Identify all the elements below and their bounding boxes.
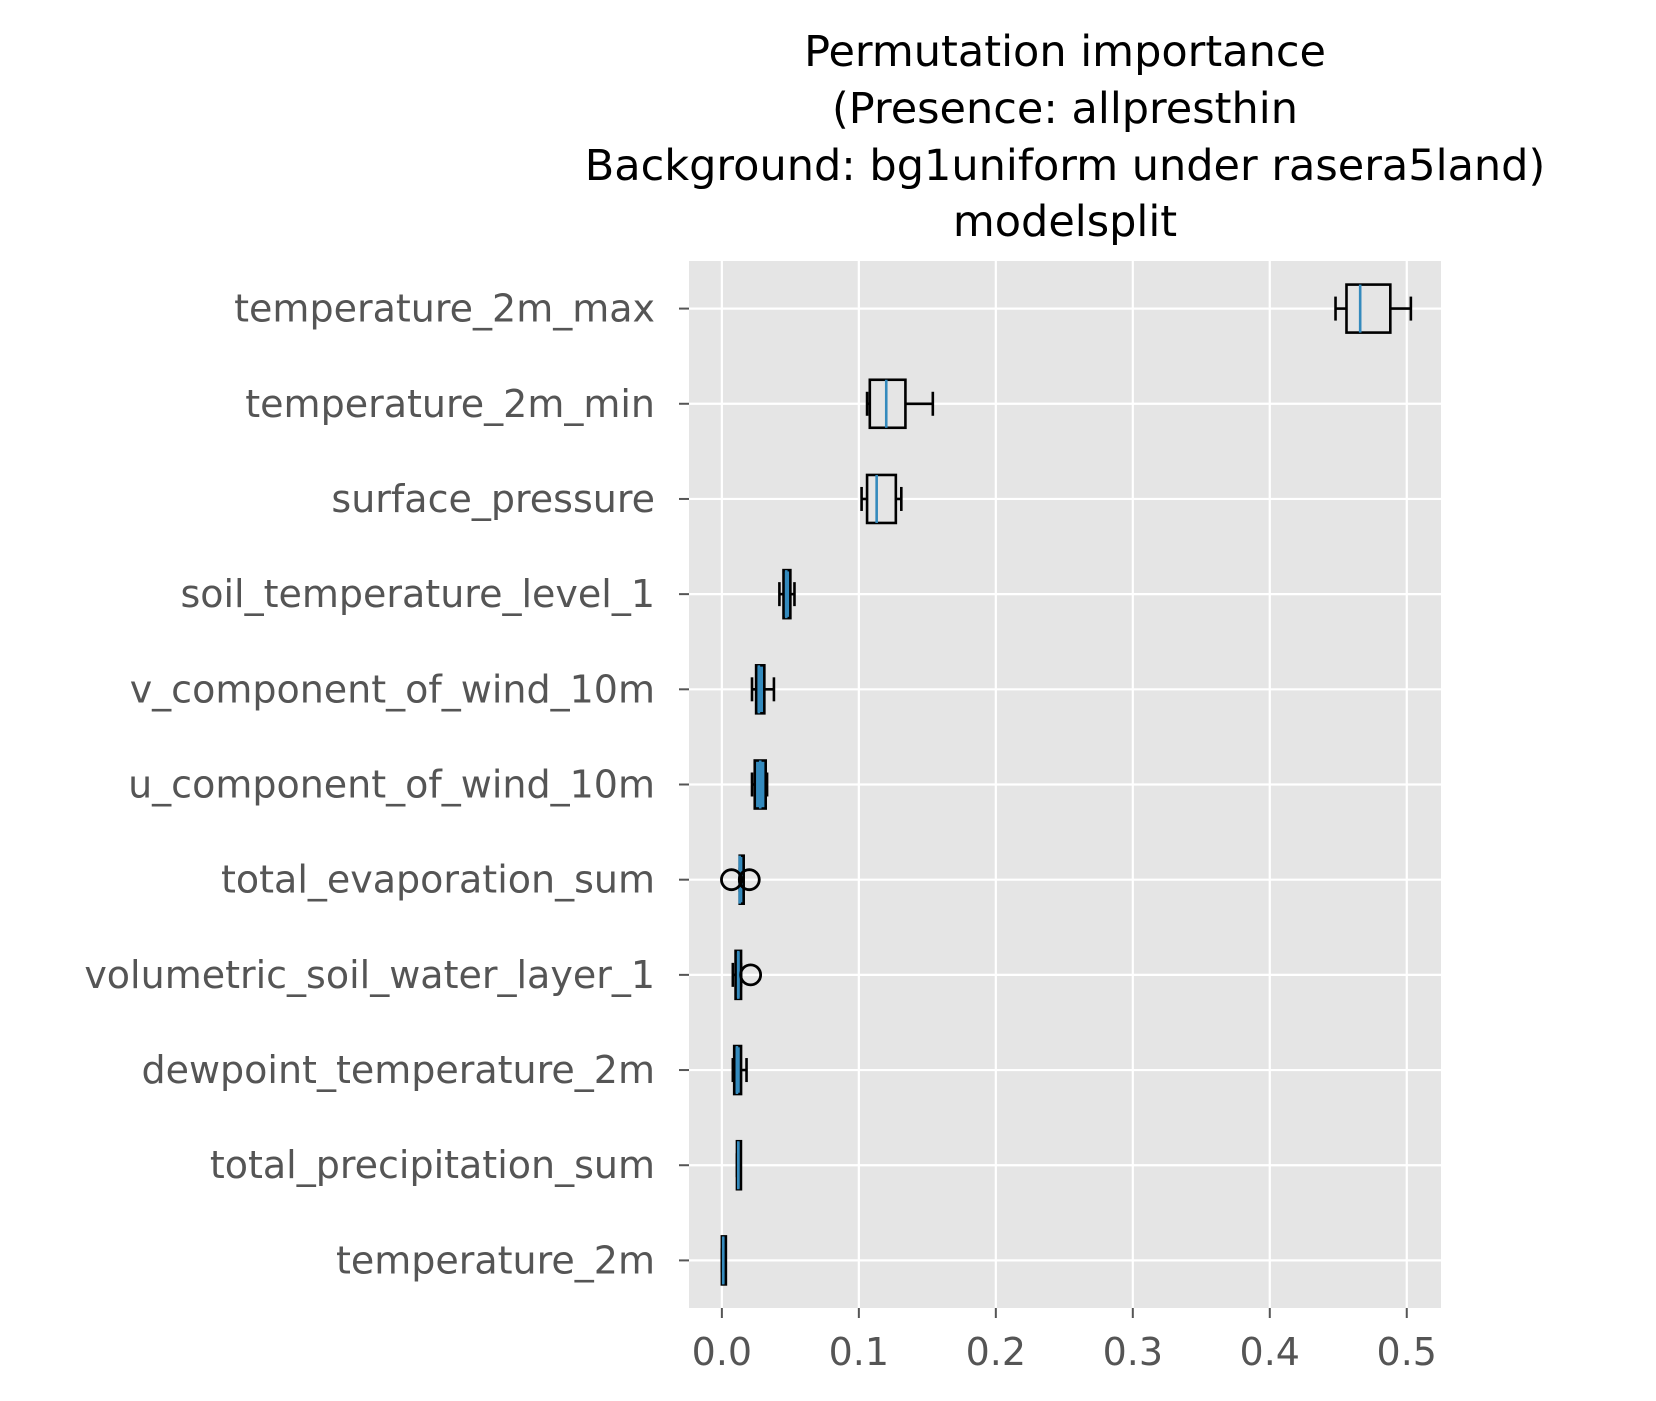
category-label: total_precipitation_sum: [210, 1143, 655, 1187]
x-tick-label: 0.3: [1103, 1330, 1163, 1374]
category-label: temperature_2m_min: [245, 382, 655, 426]
grid-lines: [689, 261, 1441, 1308]
box-temperature-2m-max: [1334, 283, 1413, 334]
category-label: dewpoint_temperature_2m: [141, 1048, 655, 1092]
title-line-3: Background: bg1uniform under rasera5land…: [585, 141, 1546, 191]
x-tick-label: 0.1: [829, 1330, 889, 1374]
title-line-4: modelsplit: [953, 197, 1177, 247]
title-line-1: Permutation importance: [804, 27, 1326, 77]
x-tick-label: 0.4: [1240, 1330, 1300, 1374]
x-tick-label: 0.5: [1377, 1330, 1437, 1374]
outlier-point: [737, 868, 761, 892]
outlier-point: [739, 963, 763, 987]
iqr-box: [865, 473, 898, 525]
category-label: v_component_of_wind_10m: [130, 667, 655, 711]
box-soil-temperature-level-1: [778, 568, 796, 620]
category-label: u_component_of_wind_10m: [128, 763, 655, 807]
iqr-box: [868, 378, 907, 430]
boxplot-series: [720, 283, 1413, 1286]
box-total-precipitation-sum: [735, 1139, 743, 1191]
x-axis: 0.0 0.1 0.2 0.3 0.4 0.5: [692, 1308, 1437, 1374]
x-tick-label: 0.0: [692, 1330, 752, 1374]
box-temperature-2m: [720, 1235, 728, 1286]
category-label: volumetric_soil_water_layer_1: [84, 953, 655, 997]
category-label: surface_pressure: [331, 477, 655, 521]
category-label: temperature_2m_max: [234, 287, 655, 331]
iqr-box: [754, 664, 766, 715]
box-u-component-of-wind-10m: [750, 759, 769, 810]
box-v-component-of-wind-10m: [750, 664, 776, 715]
category-label: soil_temperature_level_1: [180, 572, 655, 616]
box-temperature-2m-min: [865, 378, 935, 430]
box-total-evaporation-sum: [720, 854, 761, 905]
title-line-2: (Presence: allpresthin: [832, 84, 1298, 134]
category-label: temperature_2m: [336, 1238, 655, 1282]
box-volumetric-soil-water-layer-1: [731, 949, 763, 1001]
outlier-point: [720, 868, 743, 892]
category-label: total_evaporation_sum: [221, 858, 655, 902]
box-dewpoint-temperature-2m: [731, 1044, 748, 1096]
x-tick-label: 0.2: [966, 1330, 1026, 1374]
iqr-box: [1345, 283, 1392, 334]
y-axis: temperature_2m_max temperature_2m_minsurf…: [84, 287, 689, 1282]
chart-title: Permutation importance (Presence: allpre…: [585, 27, 1546, 247]
box-surface-pressure: [860, 473, 903, 525]
